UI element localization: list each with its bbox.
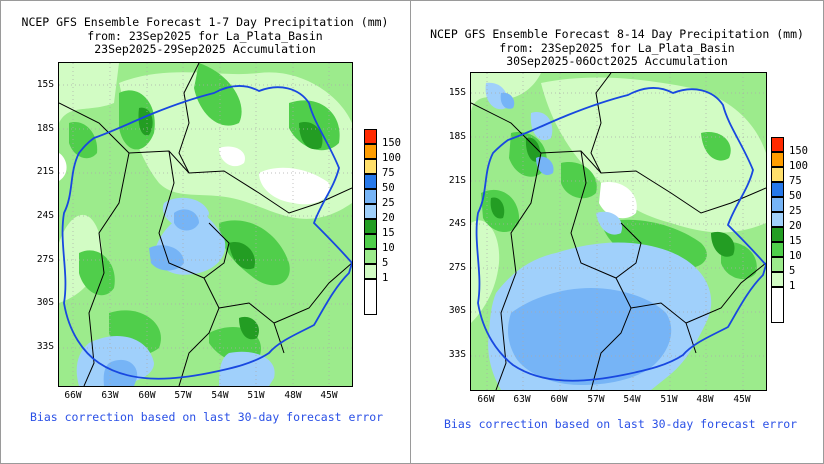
legend-label: 20 [789, 220, 802, 232]
legend-label: 20 [382, 212, 395, 224]
lon-label-63w: 63W [101, 390, 119, 401]
title-line-2: from: 23Sep2025 for La_Plata_Basin [499, 41, 735, 55]
legend-label: 10 [789, 250, 802, 262]
legend-label: 100 [382, 152, 401, 164]
panel-week2: NCEP GFS Ensemble Forecast 8-14 Day Prec… [411, 0, 823, 462]
legend-label: 1 [789, 280, 796, 292]
legend-swatch [771, 227, 784, 242]
legend-swatch [364, 189, 377, 204]
legend-label: 5 [382, 257, 389, 269]
legend-swatch [771, 167, 784, 182]
legend-swatch [364, 219, 377, 234]
legend-swatch [364, 249, 377, 264]
lat-label-27s: 27S [448, 262, 466, 273]
bias-correction-note: Bias correction based on last 30-day for… [30, 410, 384, 424]
title-line-3: 30Sep2025-06Oct2025 Accumulation [506, 54, 728, 68]
lon-label-48w: 48W [284, 390, 302, 401]
precip-map-week1 [58, 62, 353, 387]
lon-label-57w: 57W [174, 390, 192, 401]
lat-label-33s: 33S [448, 349, 466, 360]
lon-label-66w: 66W [64, 390, 82, 401]
precip-map-week2 [470, 72, 767, 391]
legend-swatch [771, 182, 784, 197]
legend-label: 5 [789, 265, 796, 277]
legend-swatch [364, 174, 377, 189]
legend-label: 25 [789, 205, 802, 217]
lat-label-21s: 21S [36, 166, 54, 177]
lon-label-48w: 48W [696, 394, 714, 405]
legend-label: 75 [789, 175, 802, 187]
title-line-2: from: 23Sep2025 for La_Plata_Basin [87, 29, 323, 43]
legend-swatch [771, 152, 784, 167]
legend-swatch [771, 137, 784, 152]
legend-label: 25 [382, 197, 395, 209]
lat-label-24s: 24S [448, 218, 466, 229]
legend-swatch [771, 257, 784, 272]
legend-swatch [771, 212, 784, 227]
legend-label: 50 [789, 190, 802, 202]
legend-swatch [364, 264, 377, 279]
lon-label-54w: 54W [623, 394, 641, 405]
legend-label: 75 [382, 167, 395, 179]
legend-swatch [364, 129, 377, 144]
lat-label-24s: 24S [36, 210, 54, 221]
legend-label: 10 [382, 242, 395, 254]
legend-swatch [364, 234, 377, 249]
legend-swatch [771, 242, 784, 257]
panel-week1: NCEP GFS Ensemble Forecast 1-7 Day Preci… [0, 0, 410, 462]
lat-label-15s: 15S [448, 87, 466, 98]
lat-label-15s: 15S [36, 79, 54, 90]
lon-label-45w: 45W [320, 390, 338, 401]
lon-label-51w: 51W [247, 390, 265, 401]
legend-label: 15 [789, 235, 802, 247]
lat-label-33s: 33S [36, 341, 54, 352]
lon-label-57w: 57W [587, 394, 605, 405]
bias-correction-note: Bias correction based on last 30-day for… [444, 417, 798, 431]
legend-swatch [771, 197, 784, 212]
panel-divider [410, 0, 411, 463]
lon-label-60w: 60W [550, 394, 568, 405]
lat-label-18s: 18S [36, 123, 54, 134]
precip-map-week1-svg [59, 63, 352, 386]
lat-label-27s: 27S [36, 254, 54, 265]
legend-label: 15 [382, 227, 395, 239]
lon-label-60w: 60W [138, 390, 156, 401]
legend-swatch [364, 204, 377, 219]
lon-label-63w: 63W [513, 394, 531, 405]
legend-label: 100 [789, 160, 808, 172]
legend-label: 1 [382, 272, 389, 284]
lon-label-51w: 51W [660, 394, 678, 405]
legend-label: 50 [382, 182, 395, 194]
title-line-1: NCEP GFS Ensemble Forecast 1-7 Day Preci… [21, 15, 389, 29]
legend-swatch [771, 287, 784, 323]
legend-swatch [364, 144, 377, 159]
legend-swatch [364, 279, 377, 315]
lon-label-54w: 54W [211, 390, 229, 401]
lon-label-66w: 66W [477, 394, 495, 405]
precip-map-week2-svg [471, 73, 766, 390]
legend-swatch [771, 272, 784, 287]
legend-swatch [364, 159, 377, 174]
lat-label-30s: 30S [448, 305, 466, 316]
title-line-3: 23Sep2025-29Sep2025 Accumulation [94, 42, 316, 56]
lat-label-30s: 30S [36, 297, 54, 308]
legend-label: 150 [382, 137, 401, 149]
lon-label-45w: 45W [733, 394, 751, 405]
lat-label-18s: 18S [448, 131, 466, 142]
legend-label: 150 [789, 145, 808, 157]
lat-label-21s: 21S [448, 175, 466, 186]
title-line-1: NCEP GFS Ensemble Forecast 8-14 Day Prec… [430, 27, 804, 41]
